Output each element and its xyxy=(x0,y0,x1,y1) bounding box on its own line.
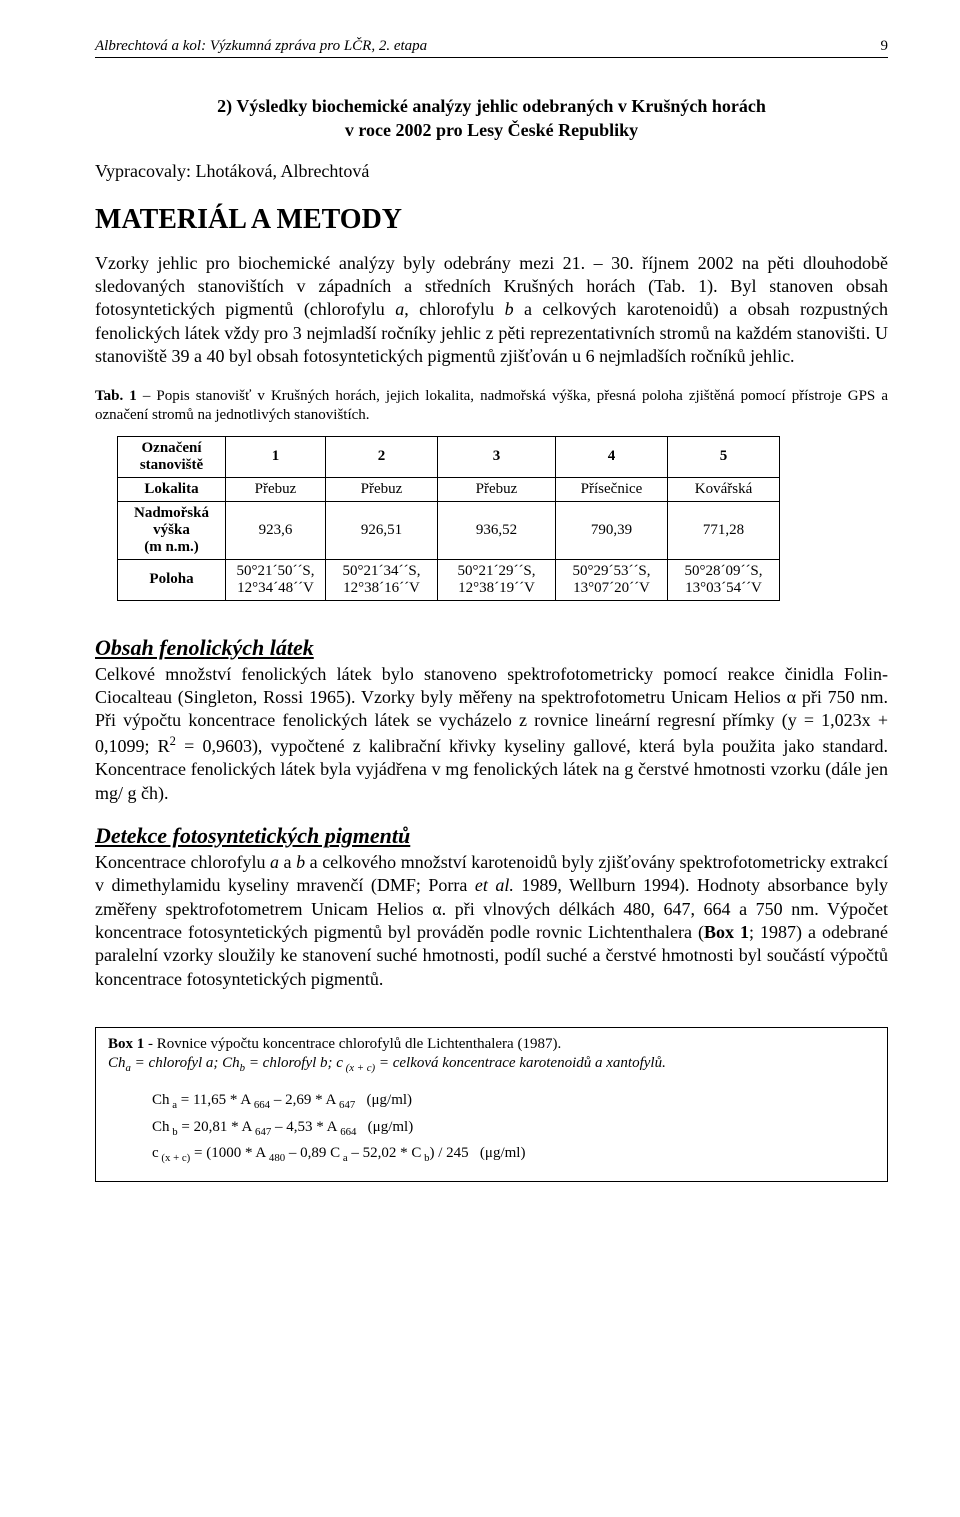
box-1: Box 1 - Rovnice výpočtu koncentrace chlo… xyxy=(95,1027,888,1182)
box-1-equation: Ch a = 11,65 * A 664 – 2,69 * A 647 (μg/… xyxy=(152,1088,875,1114)
table-1: Označenístanoviště12345LokalitaPřebuzPře… xyxy=(117,436,780,601)
paragraph-phenolics: Celkové množství fenolických látek bylo … xyxy=(95,663,888,805)
table-cell: 1 xyxy=(226,436,326,477)
header-left-text: Albrechtová a kol: Výzkumná zpráva pro L… xyxy=(95,38,427,55)
paragraph-methods: Vzorky jehlic pro biochemické analýzy by… xyxy=(95,252,888,369)
table-cell: Přebuz xyxy=(326,477,438,501)
box-1-note: Cha = chlorofyl a; Chb = chlorofyl b; c … xyxy=(108,1055,875,1074)
table-rowhead: Nadmořskávýška(m n.m.) xyxy=(118,501,226,559)
table-cell: Kovářská xyxy=(668,477,780,501)
table-cell: 771,28 xyxy=(668,501,780,559)
table-cell: 50°29´53´´S,13°07´20´´V xyxy=(556,559,668,600)
document-title: 2) Výsledky biochemické analýzy jehlic o… xyxy=(95,94,888,143)
table-cell: 50°21´34´´S,12°38´16´´V xyxy=(326,559,438,600)
table-cell: Přebuz xyxy=(438,477,556,501)
section-heading-material-methods: MATERIÁL A METODY xyxy=(95,204,888,236)
table-row: Nadmořskávýška(m n.m.)923,6926,51936,527… xyxy=(118,501,780,559)
table-row: Poloha50°21´50´´S,12°34´48´´V50°21´34´´S… xyxy=(118,559,780,600)
table-1-caption: Tab. 1 – Popis stanovišť v Krušných horá… xyxy=(95,387,888,426)
table-rowhead: Označenístanoviště xyxy=(118,436,226,477)
table-cell: 3 xyxy=(438,436,556,477)
table-row: Označenístanoviště12345 xyxy=(118,436,780,477)
table-rowhead: Lokalita xyxy=(118,477,226,501)
paragraph-pigments: Koncentrace chlorofylu a a b a celkového… xyxy=(95,851,888,991)
page-number: 9 xyxy=(881,38,889,55)
table-cell: 923,6 xyxy=(226,501,326,559)
table-cell: 2 xyxy=(326,436,438,477)
byline: Vypracovaly: Lhotáková, Albrechtová xyxy=(95,161,888,182)
table-cell: 5 xyxy=(668,436,780,477)
table-cell: 926,51 xyxy=(326,501,438,559)
table-rowhead: Poloha xyxy=(118,559,226,600)
table-cell: 790,39 xyxy=(556,501,668,559)
table-cell: 50°21´29´´S,12°38´19´´V xyxy=(438,559,556,600)
table-cell: Přísečnice xyxy=(556,477,668,501)
table-cell: 50°21´50´´S,12°34´48´´V xyxy=(226,559,326,600)
subheading-phenolics: Obsah fenolických látek xyxy=(95,635,888,661)
table-cell: 50°28´09´´S,13°03´54´´V xyxy=(668,559,780,600)
title-line-2: v roce 2002 pro Lesy České Republiky xyxy=(95,118,888,142)
page-header: Albrechtová a kol: Výzkumná zpráva pro L… xyxy=(95,38,888,58)
table-1-body: Označenístanoviště12345LokalitaPřebuzPře… xyxy=(118,436,780,600)
table-row: LokalitaPřebuzPřebuzPřebuzPřísečniceKová… xyxy=(118,477,780,501)
box-1-title: Box 1 - Rovnice výpočtu koncentrace chlo… xyxy=(108,1036,875,1053)
title-line-1: 2) Výsledky biochemické analýzy jehlic o… xyxy=(95,94,888,118)
subheading-pigments: Detekce fotosyntetických pigmentů xyxy=(95,823,888,849)
table-cell: 4 xyxy=(556,436,668,477)
box-1-equation: Ch b = 20,81 * A 647 – 4,53 * A 664 (μg/… xyxy=(152,1115,875,1141)
box-1-equation: c (x + c) = (1000 * A 480 – 0,89 C a – 5… xyxy=(152,1141,875,1167)
table-cell: 936,52 xyxy=(438,501,556,559)
box-1-equations: Ch a = 11,65 * A 664 – 2,69 * A 647 (μg/… xyxy=(108,1088,875,1167)
page: Albrechtová a kol: Výzkumná zpráva pro L… xyxy=(0,0,960,1517)
table-cell: Přebuz xyxy=(226,477,326,501)
